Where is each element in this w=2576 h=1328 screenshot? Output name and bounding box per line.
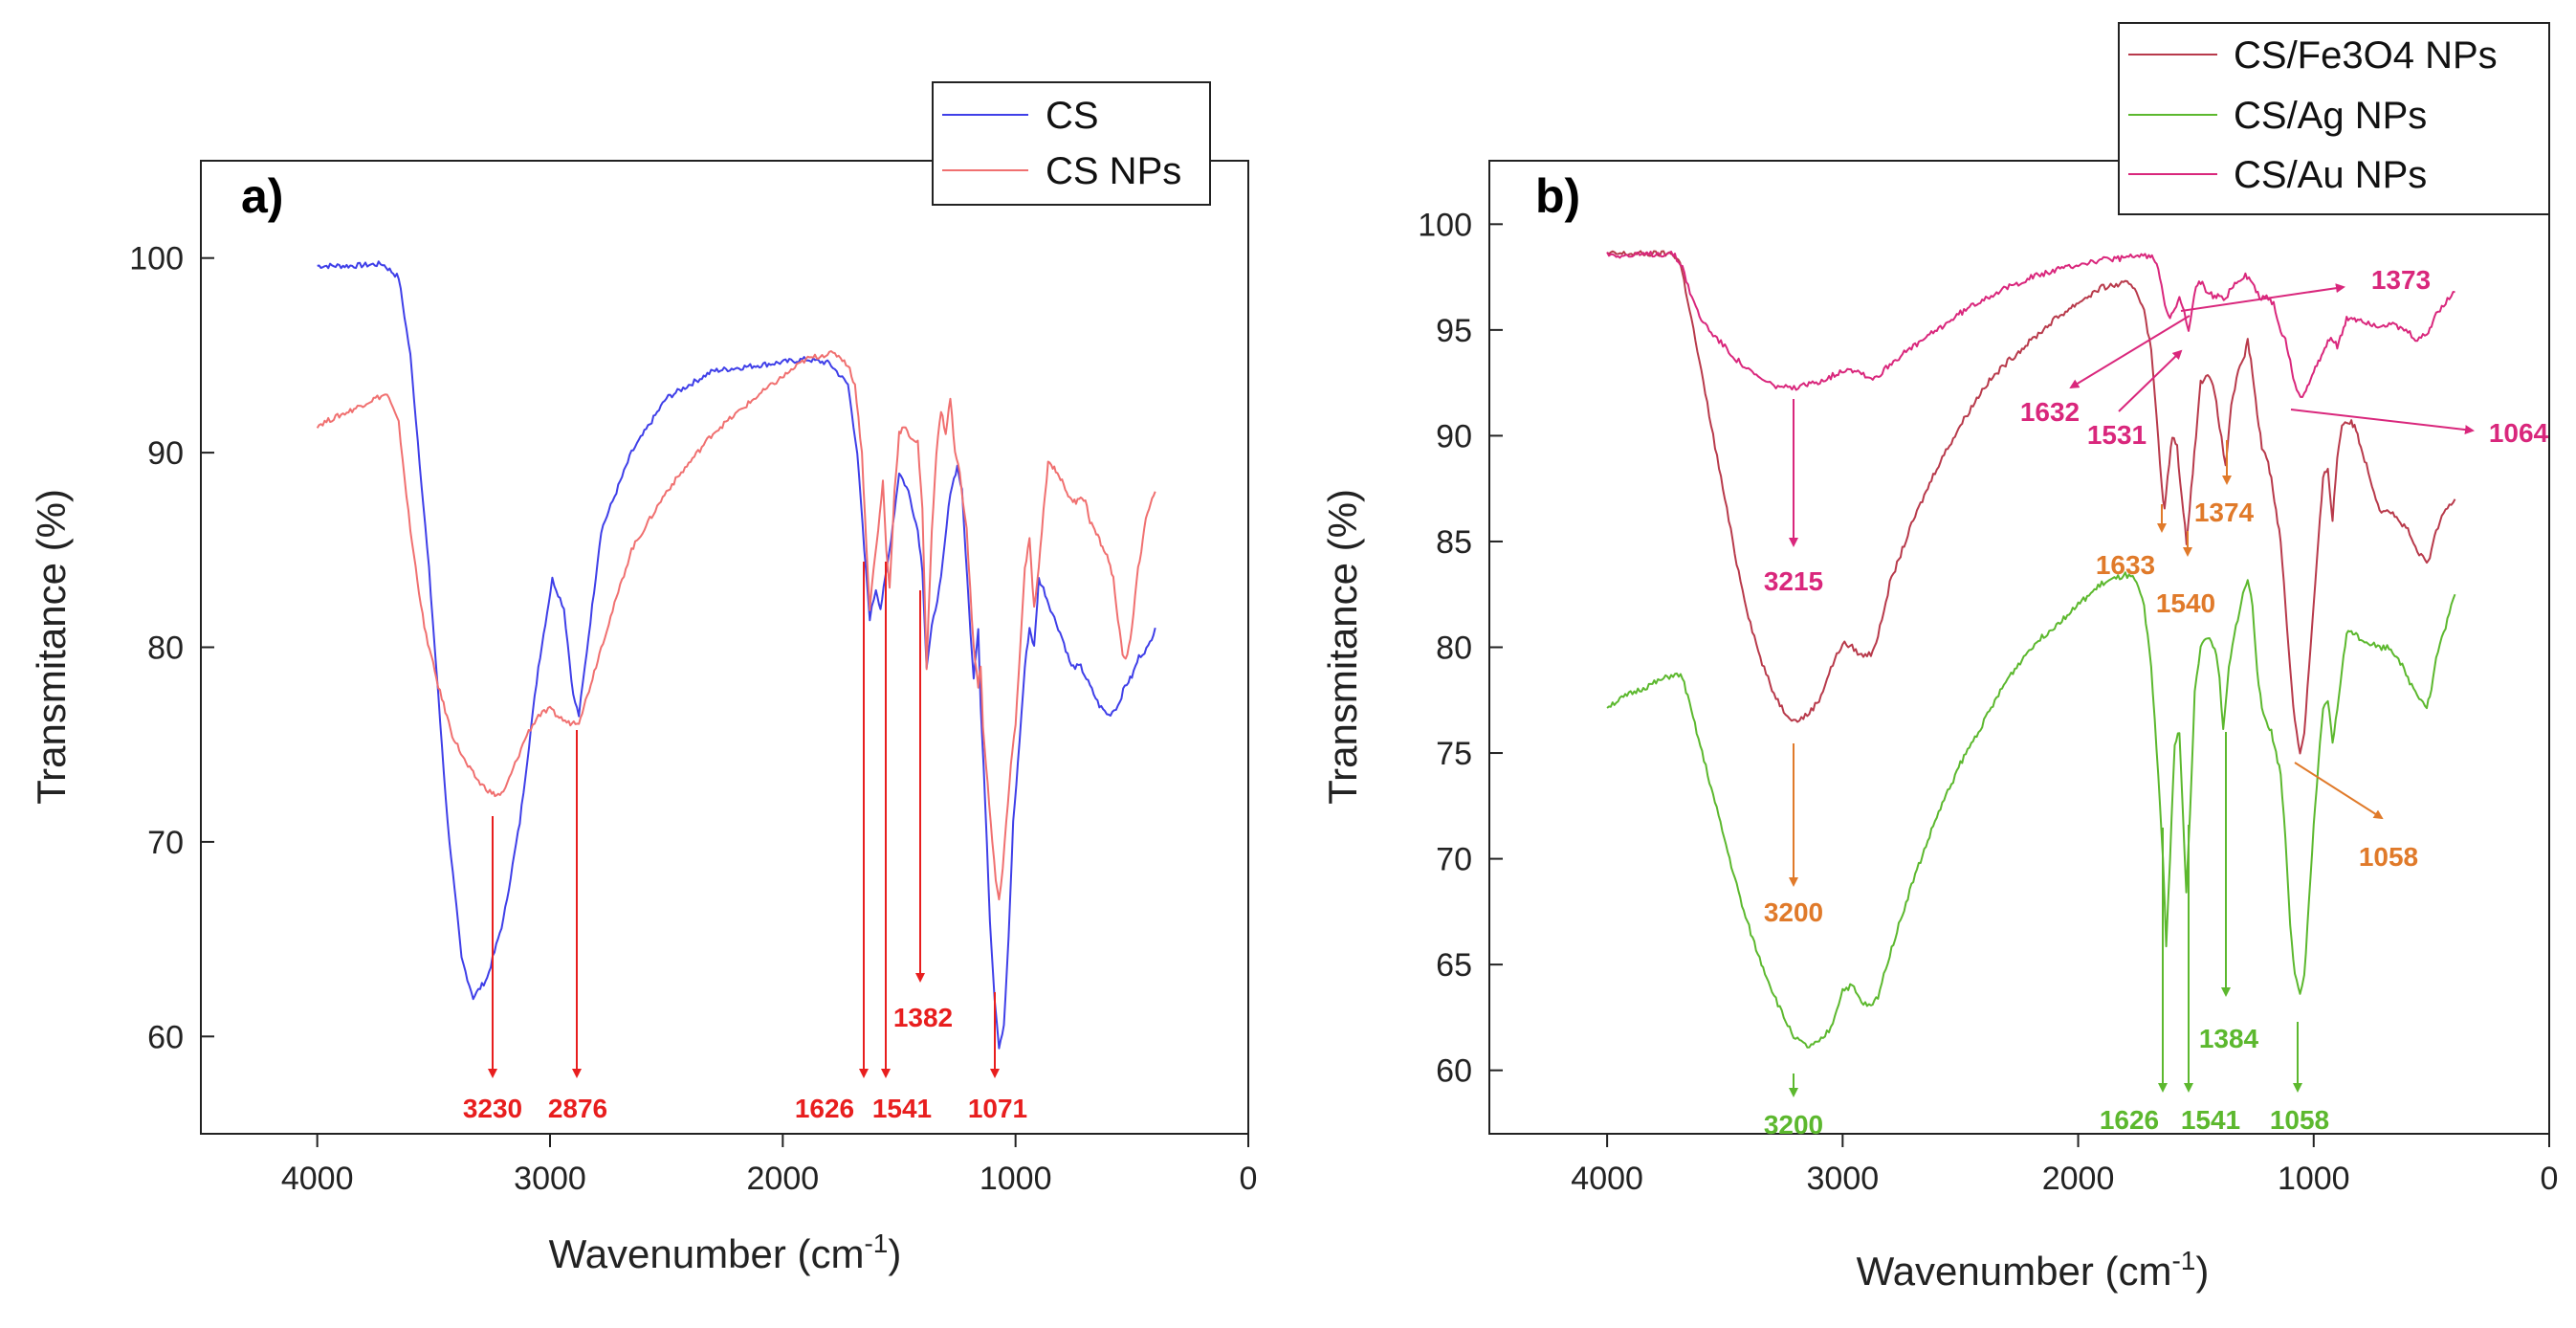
annotation-1626: 1626 [795, 1094, 854, 1123]
series-line-cs-ag-nps [1606, 571, 2456, 1049]
y-tick-label: 65 [1436, 947, 1472, 984]
y-tick-label: 60 [1436, 1053, 1472, 1090]
x-tick-label: 4000 [281, 1161, 354, 1197]
annotations-a: 3230 2876 1626 1541 1382 1071 [463, 562, 1027, 1123]
legend-b: CS/Fe3O4 NPs CS/Ag NPs CS/Au NPs [2118, 22, 2550, 215]
x-tick-label: 1000 [2278, 1161, 2350, 1197]
panel-b-label: b) [1535, 169, 1580, 223]
y-tick-label: 100 [1418, 207, 1472, 243]
annotation-au-1632: 1632 [2020, 397, 2080, 427]
y-tick-label: 60 [147, 1019, 184, 1055]
arrow-au-1632 [2069, 315, 2191, 389]
legend-box-a [932, 81, 1211, 206]
x-tick-label: 0 [2541, 1161, 2559, 1197]
y-tick-label: 90 [147, 435, 184, 472]
annotations-b: 3215 1632 1373 1531 1064 1374 1633 1540 … [1764, 265, 2549, 1140]
y-axis-label-a: Transmitance (%) [29, 489, 74, 805]
arrow-au-1373 [2180, 283, 2345, 312]
annotation-au-1373: 1373 [2371, 265, 2431, 295]
annotation-fe-1374: 1374 [2194, 498, 2255, 527]
y-axis-label-b: Transmitance (%) [1320, 489, 1365, 805]
panel-a-label: a) [241, 169, 283, 223]
y-tick-label: 90 [1436, 418, 1472, 454]
annotation-3230: 3230 [463, 1094, 522, 1123]
y-tick-label: 85 [1436, 524, 1472, 561]
x-tick-label: 1000 [980, 1161, 1052, 1197]
series-line-cs-au-nps [1606, 251, 2455, 398]
annotation-fe-1058: 1058 [2359, 842, 2418, 872]
annotation-1541: 1541 [872, 1094, 932, 1123]
plot-frame-a [200, 160, 1249, 1135]
legend-label-cs: CS [1046, 95, 1099, 137]
arrow-au-1531 [2118, 349, 2183, 412]
x-tick-label: 0 [1240, 1161, 1258, 1197]
annotation-1382: 1382 [893, 1003, 953, 1032]
y-tick-label: 80 [1436, 631, 1472, 667]
arrow-au-1064 [2290, 409, 2475, 435]
legend-label-au: CS/Au NPs [2234, 154, 2427, 196]
annotation-fe-3200: 3200 [1764, 897, 1823, 927]
y-tick-label: 70 [1436, 842, 1472, 878]
x-tick-label: 4000 [1571, 1161, 1643, 1197]
x-tick-label: 2000 [747, 1161, 820, 1197]
y-tick-label: 70 [147, 825, 184, 861]
series-line-cs-fe3o4-nps [1606, 250, 2456, 755]
legend-a: CS CS NPs [932, 81, 1211, 206]
y-tick-label: 100 [129, 241, 184, 277]
annotation-au-1064: 1064 [2489, 418, 2549, 448]
annotation-fe-1633: 1633 [2096, 550, 2155, 580]
x-tick-label: 2000 [2042, 1161, 2115, 1197]
annotation-1071: 1071 [968, 1094, 1027, 1123]
annotation-ag-1541: 1541 [2181, 1105, 2240, 1135]
annotation-ag-1626: 1626 [2100, 1105, 2159, 1135]
series-line-cs-nps [316, 350, 1156, 901]
arrow-fe-1058 [2294, 762, 2384, 820]
series-line-cs [317, 260, 1156, 1050]
legend-label-cs-nps: CS NPs [1046, 150, 1181, 192]
plot-frame-b [1488, 160, 2550, 1135]
annotation-ag-1058: 1058 [2270, 1105, 2329, 1135]
annotation-au-3215: 3215 [1764, 566, 1823, 596]
annotation-fe-1540: 1540 [2156, 588, 2215, 618]
panel-b: 60 65 70 75 80 85 90 95 100 4000 3000 2000 1000 0 b)… [1320, 22, 2559, 1294]
annotation-ag-3200: 3200 [1764, 1110, 1823, 1140]
x-tick-label: 3000 [1807, 1161, 1880, 1197]
y-tick-label: 75 [1436, 736, 1472, 772]
legend-label-fe3o4: CS/Fe3O4 NPs [2234, 34, 2498, 77]
legend-label-ag: CS/Ag NPs [2234, 95, 2427, 137]
annotation-2876: 2876 [548, 1094, 607, 1123]
annotation-au-1531: 1531 [2087, 420, 2147, 450]
x-axis-label-b: Wavenumber (cm-1) [1857, 1246, 2210, 1294]
y-tick-label: 95 [1436, 313, 1472, 349]
x-axis-label-a: Wavenumber (cm-1) [549, 1228, 902, 1276]
x-tick-label: 3000 [514, 1161, 586, 1197]
y-tick-label: 80 [147, 631, 184, 667]
annotation-ag-1384: 1384 [2199, 1024, 2259, 1053]
panel-a: 60 70 80 90 100 4000 3000 2000 1000 0 a) Transmi… [29, 81, 1258, 1276]
